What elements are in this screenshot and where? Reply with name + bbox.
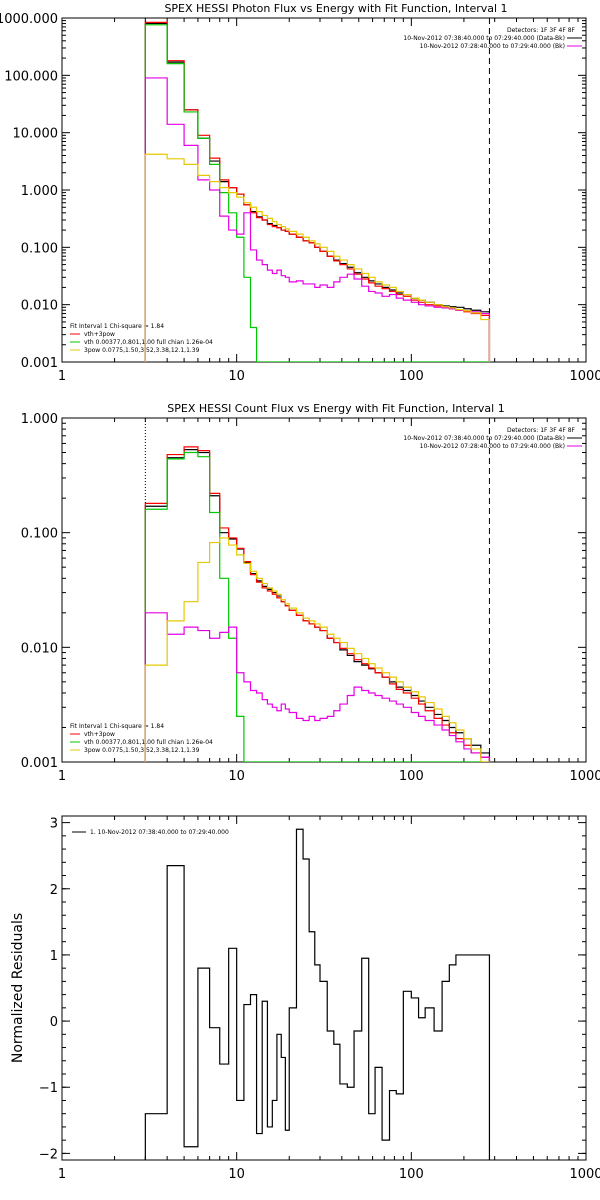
panel1-series-red — [144, 21, 491, 362]
panel3-y-tick-label: 2 — [50, 883, 58, 898]
panel1-x-tick-label: 10 — [228, 369, 245, 384]
panel1-series-green — [144, 24, 490, 362]
panel1-y-tick-label: 0.001 — [21, 356, 58, 371]
panel1-y-tick-label: 100.000 — [4, 69, 58, 84]
panel1-plot-frame — [61, 17, 587, 363]
panel2-legend-topright: Detectors: 1F 3F 4F 8F 10-Nov-2012 07:38… — [403, 427, 582, 450]
panel1-y-tick-label: 1000.000 — [0, 12, 58, 27]
panel2-series-magenta — [144, 612, 491, 762]
panel3-y-tick-label: 0 — [50, 1015, 58, 1030]
panel2-legend-model: vth+3pow — [84, 731, 115, 738]
panel1-legend-fit: Fit Interval 1 Chi-square = 1.84 — [70, 323, 164, 330]
panel2-y-tick-label: 0.010 — [21, 641, 58, 656]
panel1-y-tick-label: 0.010 — [21, 299, 58, 314]
panel2-legend-vth: vth 0.00377,0.801,1.00 full chian 1.26e-… — [84, 739, 213, 746]
panel2-legend-detectors: Detectors: 1F 3F 4F 8F — [507, 427, 576, 434]
panel3-legend: 1. 10-Nov-2012 07:38:40.000 to 07:29:40.… — [72, 829, 229, 836]
panel3-x-tick-label: 100 — [399, 1167, 424, 1182]
panel2-x-tick-label: 10 — [228, 769, 245, 784]
panel1-series-black — [144, 22, 491, 362]
panel3-legend-label: 1. 10-Nov-2012 07:38:40.000 to 07:29:40.… — [90, 829, 229, 836]
panel2-series-red — [144, 446, 491, 762]
panel1-y-tick-label: 10.000 — [13, 127, 59, 142]
panel2-x-tick-label: 1000 — [569, 769, 600, 784]
panel1-legend-bk: 10-Nov-2012 07:28:40.000 to 07:29:40.000… — [420, 43, 565, 50]
panel1-legend-detectors: Detectors: 1F 3F 4F 8F — [507, 27, 576, 34]
panel3-y-tick-label: −1 — [39, 1081, 58, 1096]
panel1-legend-topright: Detectors: 1F 3F 4F 8F 10-Nov-2012 07:38… — [403, 27, 582, 50]
panel2-series-yellow — [144, 537, 490, 762]
panel2-title: SPEX HESSI Count Flux vs Energy with Fit… — [167, 402, 504, 415]
panel1-legend-3pow: 3pow 0.0775,1.50,3.52,3.38,12.1,1.39 — [84, 347, 200, 354]
panel3-x-tick-label: 1000 — [569, 1167, 600, 1182]
panel1-legend-bottomleft: Fit Interval 1 Chi-square = 1.84 vth+3po… — [70, 323, 213, 354]
panel1-x-tick-label: 1 — [58, 369, 66, 384]
panel2-x-tick-label: 100 — [399, 769, 424, 784]
panel1-legend-vth: vth 0.00377,0.801,1.00 full chian 1.26e-… — [84, 339, 213, 346]
panel2-legend-data-bk: 10-Nov-2012 07:38:40.000 to 07:29:40.000… — [403, 435, 565, 442]
panel3-ylabel: Normalized Residuals — [10, 913, 26, 1063]
panel2-series-black — [144, 449, 491, 762]
panel3-series-black — [144, 828, 491, 1160]
panel3-x-tick-label: 1 — [58, 1167, 66, 1182]
panel3-y-tick-label: 1 — [50, 949, 58, 964]
panel2-legend-fit: Fit Interval 1 Chi-square = 1.84 — [70, 723, 164, 730]
panel1-legend-data-bk: 10-Nov-2012 07:38:40.000 to 07:29:40.000… — [403, 35, 565, 42]
panel2-y-tick-label: 0.100 — [21, 527, 58, 542]
panel1-y-tick-label: 0.100 — [21, 241, 58, 256]
panel3-y-tick-label: 3 — [50, 817, 58, 832]
panel1-y-tick-label: 1.000 — [21, 184, 58, 199]
panel3-x-tick-label: 10 — [228, 1167, 245, 1182]
panel1-legend-model: vth+3pow — [84, 331, 115, 338]
panel2-plot-frame — [61, 417, 587, 763]
panel2-legend-bottomleft: Fit Interval 1 Chi-square = 1.84 vth+3po… — [70, 723, 213, 754]
panel2-legend-bk: 10-Nov-2012 07:28:40.000 to 07:29:40.000… — [420, 443, 565, 450]
panel1-x-tick-label: 100 — [399, 369, 424, 384]
panel1-x-tick-label: 1000 — [569, 369, 600, 384]
panel2-x-tick-label: 1 — [58, 769, 66, 784]
panel1-series-yellow — [144, 153, 491, 362]
panel2-series-green — [144, 451, 490, 762]
panel3-plot-frame — [61, 815, 587, 1161]
panel3-y-tick-label: −2 — [39, 1147, 58, 1162]
panel2-y-tick-label: 1.000 — [21, 412, 58, 427]
panel2-y-tick-label: 0.001 — [21, 756, 58, 771]
panel1-title: SPEX HESSI Photon Flux vs Energy with Fi… — [164, 2, 507, 15]
panel1-series-magenta — [144, 77, 491, 362]
panel2-legend-3pow: 3pow 0.0775,1.50,3.52,3.38,12.1,1.39 — [84, 747, 200, 754]
